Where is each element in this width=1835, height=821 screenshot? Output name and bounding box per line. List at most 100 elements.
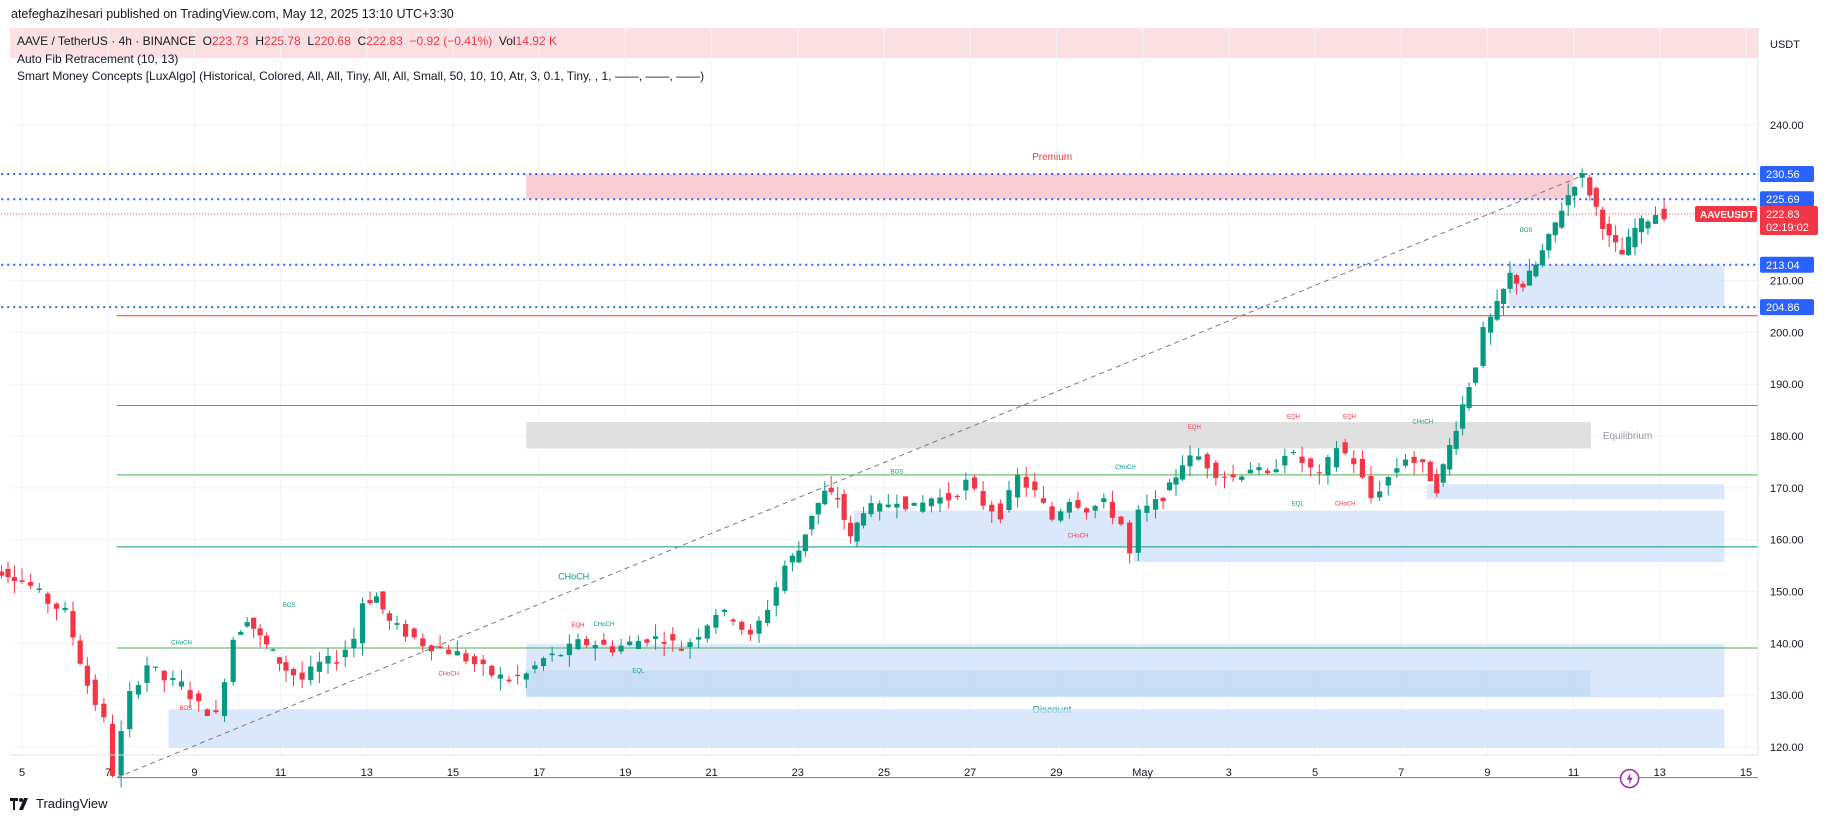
candle-body xyxy=(1513,275,1520,284)
candle-body xyxy=(1600,209,1606,230)
time-tick: May xyxy=(1132,767,1153,779)
candle-body xyxy=(178,681,185,687)
candle-body xyxy=(1075,500,1081,508)
legend-open-label: O xyxy=(202,34,212,48)
time-tick: 7 xyxy=(1398,767,1404,779)
structure-label: CHoCH xyxy=(438,671,459,677)
candle-body xyxy=(847,522,854,537)
candle-body xyxy=(1420,459,1426,463)
legend-close-label: C xyxy=(357,34,367,48)
candle-body xyxy=(841,494,847,520)
candle-body xyxy=(480,659,486,665)
tradingview-logo[interactable]: TradingView xyxy=(10,796,108,811)
structure-label: CHoCH xyxy=(558,572,589,582)
candle-body xyxy=(1160,497,1166,502)
candle-body xyxy=(802,534,808,552)
tradingview-icon xyxy=(10,797,28,810)
candle-body xyxy=(1101,498,1107,503)
candle-body xyxy=(704,625,710,639)
candle-body xyxy=(515,674,521,677)
candle-body xyxy=(946,493,952,501)
candle-body xyxy=(1325,457,1331,476)
time-tick: 17 xyxy=(533,767,545,779)
candle-body xyxy=(1447,445,1453,470)
candle-body xyxy=(822,490,828,505)
candle-body xyxy=(713,615,719,628)
candle-body xyxy=(1565,195,1571,206)
candle-body xyxy=(244,622,250,627)
candle-body xyxy=(678,648,685,651)
candle-body xyxy=(1645,221,1651,229)
price-label: 213.04 xyxy=(1766,260,1800,272)
candle-body xyxy=(584,638,590,646)
candle-body xyxy=(627,641,633,645)
candle-body xyxy=(1006,490,1012,511)
candle-body xyxy=(747,629,753,635)
candle-body xyxy=(1083,508,1090,513)
candle-body xyxy=(1144,505,1150,513)
candle-body xyxy=(109,723,116,776)
candle-body xyxy=(928,498,935,507)
legend-low: 220.68 xyxy=(314,34,351,48)
candle-body xyxy=(1472,367,1479,383)
symbol-tag-bg xyxy=(1695,206,1757,223)
candle-body xyxy=(592,645,598,649)
candle-body xyxy=(187,690,193,700)
candle-body xyxy=(1239,476,1245,480)
candle-body xyxy=(334,662,340,664)
time-tick: 15 xyxy=(447,767,459,779)
candle-body xyxy=(1247,469,1253,474)
candle-body xyxy=(739,621,745,630)
structure-label: CHoCH xyxy=(594,622,615,628)
candle-body xyxy=(721,609,728,612)
candle-body xyxy=(101,703,107,718)
candle-body xyxy=(1453,430,1459,449)
candle-body xyxy=(53,603,60,609)
candle-body xyxy=(860,513,867,526)
smc-zones: PremiumEquilibriumDiscount xyxy=(168,152,1725,749)
time-tick: 5 xyxy=(19,767,25,779)
candle-body xyxy=(351,638,357,649)
legend-high-label: H xyxy=(255,34,265,48)
structure-label: EQH xyxy=(571,623,584,629)
legend-indicator-smc[interactable]: Smart Money Concepts [LuxAlgo] (Historic… xyxy=(17,69,705,83)
candle-body xyxy=(1579,173,1585,178)
price-tick: 120.00 xyxy=(1770,742,1804,754)
time-tick: 13 xyxy=(1654,767,1666,779)
legend-volume: 14.92 K xyxy=(515,34,557,48)
candle-body xyxy=(221,682,228,716)
candle-body xyxy=(920,502,926,512)
candle-body xyxy=(92,679,98,705)
candle-body xyxy=(971,477,978,489)
candle-body xyxy=(989,504,995,512)
candle-body xyxy=(601,639,607,645)
candle-body xyxy=(161,670,167,681)
legend-indicator-fib[interactable]: Auto Fib Retracement (10, 13) xyxy=(17,52,179,66)
candle-body xyxy=(213,710,219,713)
candle-body xyxy=(251,617,257,629)
candle-body xyxy=(1402,459,1409,466)
candle-body xyxy=(1204,454,1210,469)
time-tick: 13 xyxy=(361,767,373,779)
lightning-bolt xyxy=(1626,772,1633,785)
candle-body xyxy=(1427,461,1433,482)
price-label-bg xyxy=(1760,299,1814,316)
candle-body xyxy=(506,679,512,682)
structure-label: CHoCH xyxy=(1412,420,1433,426)
candle-body xyxy=(1377,491,1383,498)
candle-body xyxy=(1500,288,1507,305)
structure-label: CHoCH xyxy=(171,640,192,646)
structure-label: EQH xyxy=(1287,414,1300,420)
candle-body xyxy=(532,665,538,670)
candle-body xyxy=(263,635,270,645)
candle-body xyxy=(1440,464,1446,483)
candle-body xyxy=(270,649,276,651)
zone-premium xyxy=(526,173,1574,200)
candle-body xyxy=(644,639,650,643)
candle-body xyxy=(257,628,263,636)
candle-body xyxy=(1613,235,1619,243)
zone-order_block xyxy=(1427,484,1725,500)
candle-body xyxy=(11,577,18,582)
price-label-bg xyxy=(1760,256,1814,273)
